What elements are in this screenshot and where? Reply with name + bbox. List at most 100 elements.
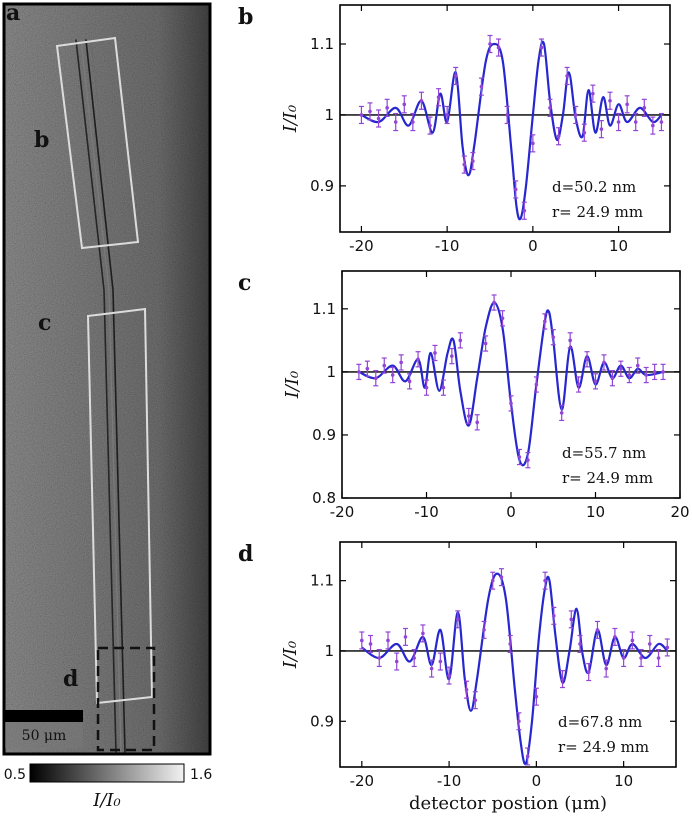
data-point — [651, 123, 655, 128]
data-point — [357, 370, 361, 374]
data-point — [416, 357, 420, 362]
data-point — [483, 341, 488, 346]
data-point — [382, 363, 387, 368]
data-point — [441, 385, 446, 390]
data-point — [642, 106, 647, 110]
scale-bar: 50 μm — [5, 710, 83, 748]
micrograph-frame — [2, 2, 212, 756]
data-point — [630, 638, 635, 643]
roi-box-c — [86, 307, 154, 705]
data-point — [534, 382, 539, 387]
data-point — [436, 95, 441, 100]
x-tick-label: 0 — [506, 503, 516, 521]
data-point — [568, 338, 572, 343]
data-point — [411, 120, 415, 124]
roi-label-c: c — [38, 310, 51, 336]
data-point — [505, 113, 509, 117]
data-point — [496, 45, 501, 50]
y-tick-label: 0.9 — [312, 426, 336, 444]
data-point — [419, 98, 424, 103]
data-point — [556, 134, 561, 139]
roi-label-d: d — [63, 666, 78, 692]
data-point — [421, 631, 425, 636]
data-point — [522, 208, 527, 213]
data-point — [368, 109, 372, 114]
data-point — [576, 382, 581, 387]
roi-box-d — [96, 646, 156, 752]
data-point — [412, 656, 416, 660]
data-point — [648, 642, 652, 646]
x-tick-label: -20 — [330, 503, 355, 521]
data-point — [399, 360, 403, 365]
x-tick-label: 10 — [614, 772, 633, 790]
data-point — [402, 102, 407, 107]
data-point — [447, 673, 451, 678]
x-tick-label: -20 — [349, 237, 374, 255]
data-point — [473, 698, 478, 703]
annotation-line: d=50.2 nm — [552, 178, 636, 196]
data-point — [517, 719, 521, 724]
data-point — [466, 414, 471, 418]
data-point — [517, 455, 522, 459]
x-axis-title: detector postion (μm) — [409, 793, 607, 814]
data-point — [359, 113, 364, 117]
x-tick-label: -10 — [414, 503, 439, 521]
data-point — [513, 187, 518, 192]
scale-bar-label: 50 μm — [22, 728, 67, 744]
plot-panel-b: b -20 -10 0 10 0.9 1 1.1 I/I₀ d=50.2 nm r= 24.9 mm — [238, 4, 671, 255]
x-tick-label: -10 — [437, 772, 462, 790]
data-point — [429, 666, 434, 671]
data-point — [386, 638, 390, 643]
panel-letter-c: c — [238, 270, 251, 296]
data-point — [376, 116, 381, 121]
data-point — [633, 120, 638, 124]
y-axis-title: I/I₀ — [280, 105, 301, 134]
nanowire-streaks — [75, 39, 131, 753]
data-point — [656, 656, 661, 660]
data-point — [621, 656, 626, 660]
data-point — [539, 45, 544, 50]
data-point — [543, 319, 547, 324]
data-point — [616, 120, 621, 124]
data-point — [403, 635, 408, 639]
data-point — [453, 74, 458, 78]
plot-panel-d: d -20 -10 0 10 0.9 1 1.1 I/I₀ detector postion (μ… — [238, 541, 677, 814]
data-point — [595, 628, 600, 632]
data-point — [665, 645, 670, 650]
data-point — [619, 366, 623, 371]
x-tick-label: 0 — [532, 772, 542, 790]
annotation-line: d=55.7 nm — [562, 444, 646, 462]
data-point — [560, 677, 565, 681]
data-point — [492, 300, 496, 305]
data-point — [390, 373, 395, 377]
x-tick-label: 20 — [670, 503, 689, 521]
data-point — [627, 373, 632, 377]
data-point — [608, 98, 612, 103]
data-point — [610, 376, 615, 380]
y-axis-title: I/I₀ — [282, 371, 303, 400]
data-point — [424, 385, 429, 390]
data-point — [644, 373, 648, 377]
data-point — [652, 370, 657, 374]
data-point — [534, 694, 539, 699]
micrograph-panel: a b c d 50 μm 0.5 1.6 I/I₀ — [2, 0, 212, 811]
data-point — [471, 159, 475, 163]
data-point — [368, 642, 373, 646]
y-tick-label: 1 — [326, 363, 336, 381]
x-tick-label: -20 — [350, 772, 375, 790]
colorbar: 0.5 1.6 I/I₀ — [4, 763, 212, 811]
data-point — [479, 84, 484, 89]
x-tick-label: 10 — [609, 237, 628, 255]
y-tick-label: 1 — [324, 106, 334, 124]
data-point — [438, 659, 443, 664]
data-point — [482, 628, 486, 632]
data-point — [374, 376, 378, 380]
data-point — [428, 123, 432, 128]
data-point — [585, 357, 589, 362]
data-point — [407, 379, 412, 384]
data-point — [499, 575, 504, 579]
y-tick-label: 0.8 — [312, 489, 336, 507]
data-point — [586, 670, 591, 674]
image-panel-letter: a — [6, 0, 20, 26]
